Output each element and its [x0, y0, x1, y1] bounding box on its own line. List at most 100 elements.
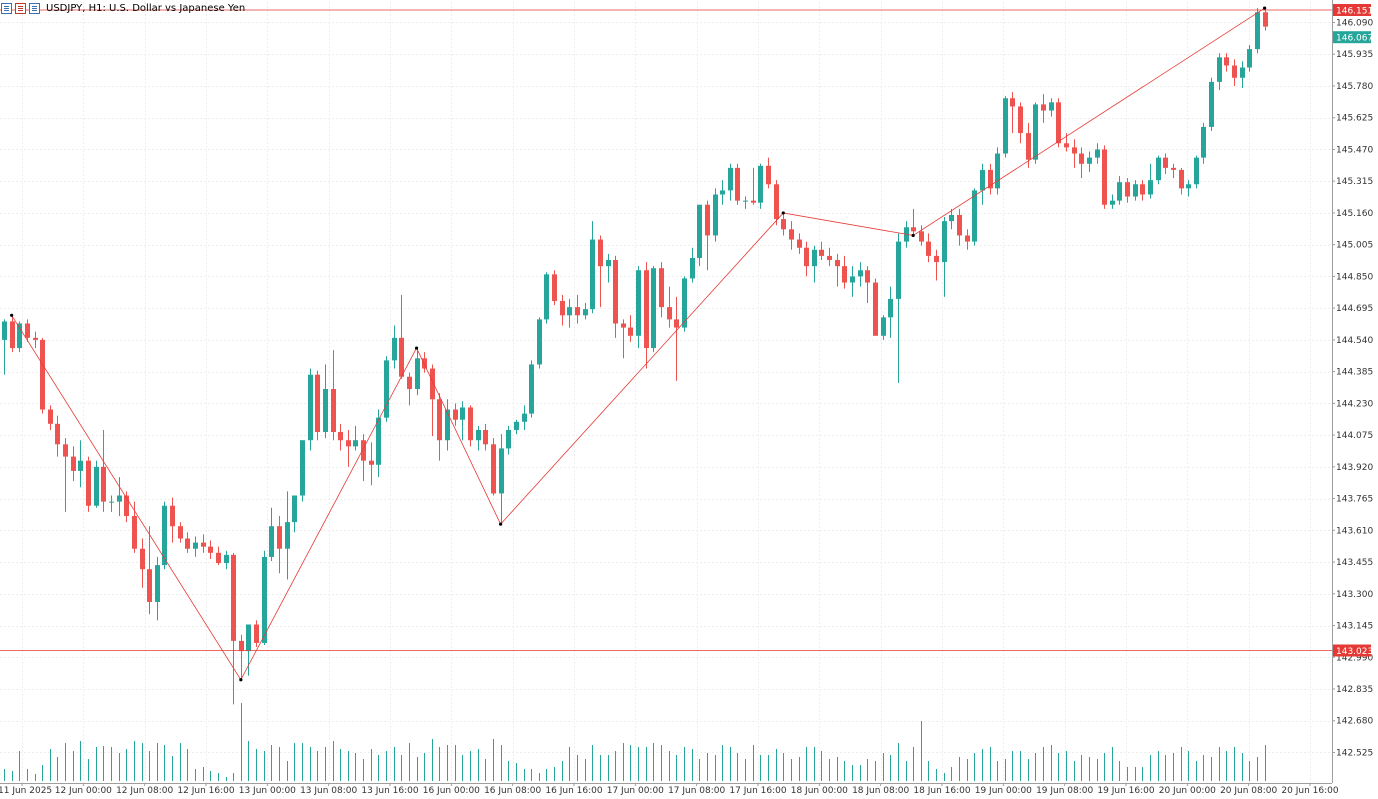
candle: [690, 247, 695, 283]
current-price-label-text: 146.067: [1336, 34, 1373, 44]
chart-window-icon[interactable]: [15, 2, 26, 14]
candle-body: [552, 274, 557, 301]
candle: [254, 620, 259, 648]
candle-body: [430, 368, 435, 400]
candle: [957, 208, 962, 246]
candle-body: [476, 429, 481, 441]
candle: [789, 221, 794, 250]
candle-body: [491, 444, 496, 494]
candle: [178, 522, 183, 543]
candle-body: [537, 319, 542, 365]
candle-body: [1255, 12, 1260, 50]
candle: [1049, 98, 1054, 117]
candle-body: [1171, 167, 1176, 170]
candle-body: [415, 358, 420, 390]
low-price-label: 143.023: [1333, 644, 1373, 657]
candle: [751, 167, 756, 205]
zigzag-point: [911, 233, 915, 238]
candle-body: [315, 374, 320, 433]
candle: [33, 331, 38, 349]
candle: [392, 325, 397, 369]
candle-body: [300, 440, 305, 496]
candle: [713, 188, 718, 242]
candle-body: [766, 165, 771, 185]
candle: [1095, 143, 1100, 164]
price-tick-label: 143.300: [1336, 590, 1373, 600]
candle: [140, 538, 145, 588]
candle: [55, 415, 60, 457]
zigzag-point: [499, 522, 503, 526]
candle: [17, 321, 22, 353]
candle-body: [376, 417, 381, 465]
candle-body: [1247, 49, 1252, 68]
candle: [353, 425, 358, 451]
candle-body: [1217, 57, 1222, 82]
candle-body: [1018, 106, 1023, 134]
candle-body: [140, 548, 145, 570]
candle: [430, 364, 435, 437]
price-tick-label: 142.680: [1336, 717, 1373, 727]
candle-body: [499, 448, 504, 494]
price-tick-label: 145.935: [1336, 50, 1373, 60]
high-price-label: 146.151: [1333, 4, 1373, 17]
candle: [1194, 155, 1199, 189]
candle-body: [781, 219, 786, 230]
candle-body: [78, 460, 83, 471]
candle: [1209, 77, 1214, 132]
time-tick-label: 13 Jun 00:00: [239, 786, 296, 796]
candle: [850, 266, 855, 297]
candle-body: [934, 255, 939, 263]
candle: [201, 534, 206, 553]
candle-body: [453, 409, 458, 420]
time-tick-label: 16 Jun 16:00: [545, 786, 602, 796]
candle-body: [682, 278, 687, 328]
candle: [499, 434, 504, 525]
candle-body: [40, 339, 45, 410]
candle: [117, 477, 122, 516]
candle-body: [239, 640, 244, 652]
candle: [774, 180, 779, 226]
price-tick-label: 146.090: [1336, 18, 1373, 28]
high-price-label-bg: [1333, 4, 1371, 16]
candle-body: [33, 337, 38, 340]
candle-body: [246, 624, 251, 652]
candle: [995, 147, 1000, 195]
candle: [598, 235, 603, 308]
candle: [965, 229, 970, 250]
candle-body: [858, 270, 863, 277]
high-price-label-text: 146.151: [1336, 7, 1373, 17]
candle-body: [690, 257, 695, 279]
candle: [934, 249, 939, 281]
candle: [109, 495, 114, 512]
candle-body: [277, 526, 282, 549]
candle: [239, 634, 244, 680]
candle: [346, 429, 351, 467]
candle: [1117, 176, 1122, 205]
candle: [758, 163, 763, 209]
candle: [1263, 8, 1268, 31]
candle-body: [842, 266, 847, 283]
candle: [1224, 53, 1229, 72]
candle: [926, 233, 931, 263]
candle: [949, 208, 954, 230]
price-list-icon[interactable]: [1, 2, 12, 14]
indicator-icon[interactable]: [29, 2, 40, 14]
candle-body: [1095, 149, 1100, 158]
candle: [1163, 153, 1168, 175]
time-tick-label: 12 Jun 08:00: [116, 786, 173, 796]
volume-bars: [4, 703, 1266, 781]
price-tick-label: 142.835: [1336, 685, 1373, 695]
candle: [384, 356, 389, 422]
candle-body: [636, 270, 641, 336]
candle-body: [774, 184, 779, 220]
candle: [170, 497, 175, 543]
candle: [1156, 155, 1161, 185]
candle-body: [1240, 67, 1245, 78]
candle: [804, 241, 809, 277]
candle-body: [804, 247, 809, 267]
candle-body: [1117, 182, 1122, 201]
price-tick-label: 143.765: [1336, 495, 1373, 505]
candle-body: [988, 169, 993, 189]
